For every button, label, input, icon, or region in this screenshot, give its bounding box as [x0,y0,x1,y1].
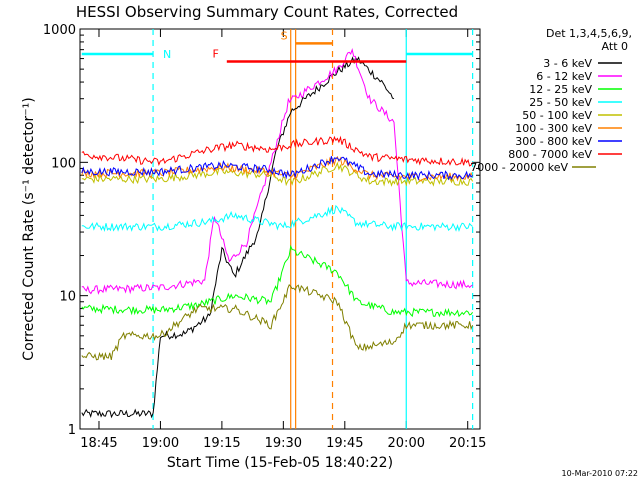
legend-header-line1: Det 1,3,4,5,6,9, [546,27,632,40]
legend-item-label: 3 - 6 keV [543,57,592,70]
x-axis-label: Start Time (15-Feb-05 18:40:22) [167,455,393,471]
series-line [81,161,474,187]
x-tick-label: 19:30 [265,436,302,451]
x-tick-label: 19:45 [326,436,363,451]
x-tick-label: 19:15 [203,436,240,451]
legend-item-label: 50 - 100 keV [522,109,592,122]
y-axis-label: Corrected Count Rate (s⁻¹ detector⁻¹) [21,97,37,360]
series-lines [81,48,474,419]
chart-title: HESSI Observing Summary Count Rates, Cor… [76,3,458,21]
y-tick-label: 1000 [43,23,76,38]
axis-ticks: 18:45 19:00 19:15 19:30 19:45 20:00 20:15 1 10 10… [43,23,487,451]
reference-lines [152,29,474,429]
flag-label: F [212,48,218,61]
y-tick-label: 10 [59,290,76,305]
x-tick-label: 18:45 [80,436,117,451]
legend-item-label: 25 - 50 keV [529,96,592,109]
y-tick-label: 1 [68,423,76,438]
series-line [81,244,473,318]
legend-header-line2: Att 0 [602,40,628,53]
series-line [81,284,474,361]
plot-frame [79,28,481,430]
flag-label: S [281,29,288,42]
x-tick-label: 19:00 [142,436,179,451]
legend-item-label: 6 - 12 keV [536,70,592,83]
legend-item-label: 100 - 300 keV [515,122,592,135]
legend-item-label: 800 - 7000 keV [508,148,592,161]
flag-label: N [163,48,171,61]
series-line [81,204,473,233]
x-tick-label: 20:00 [388,436,425,451]
x-tick-label: 20:15 [449,436,486,451]
series-line [81,156,473,181]
series-line [81,48,473,295]
attenuator-flags: N S F [81,29,473,63]
y-tick-label: 100 [51,156,76,171]
series-line [81,56,395,419]
legend-item-label: 7000 - 20000 keV [470,161,568,174]
legend-item-label: 12 - 25 keV [529,83,592,96]
footer-date: 10-Mar-2010 07:22 [562,469,639,478]
series-line [81,135,474,167]
legend-item-label: 300 - 800 keV [515,135,592,148]
